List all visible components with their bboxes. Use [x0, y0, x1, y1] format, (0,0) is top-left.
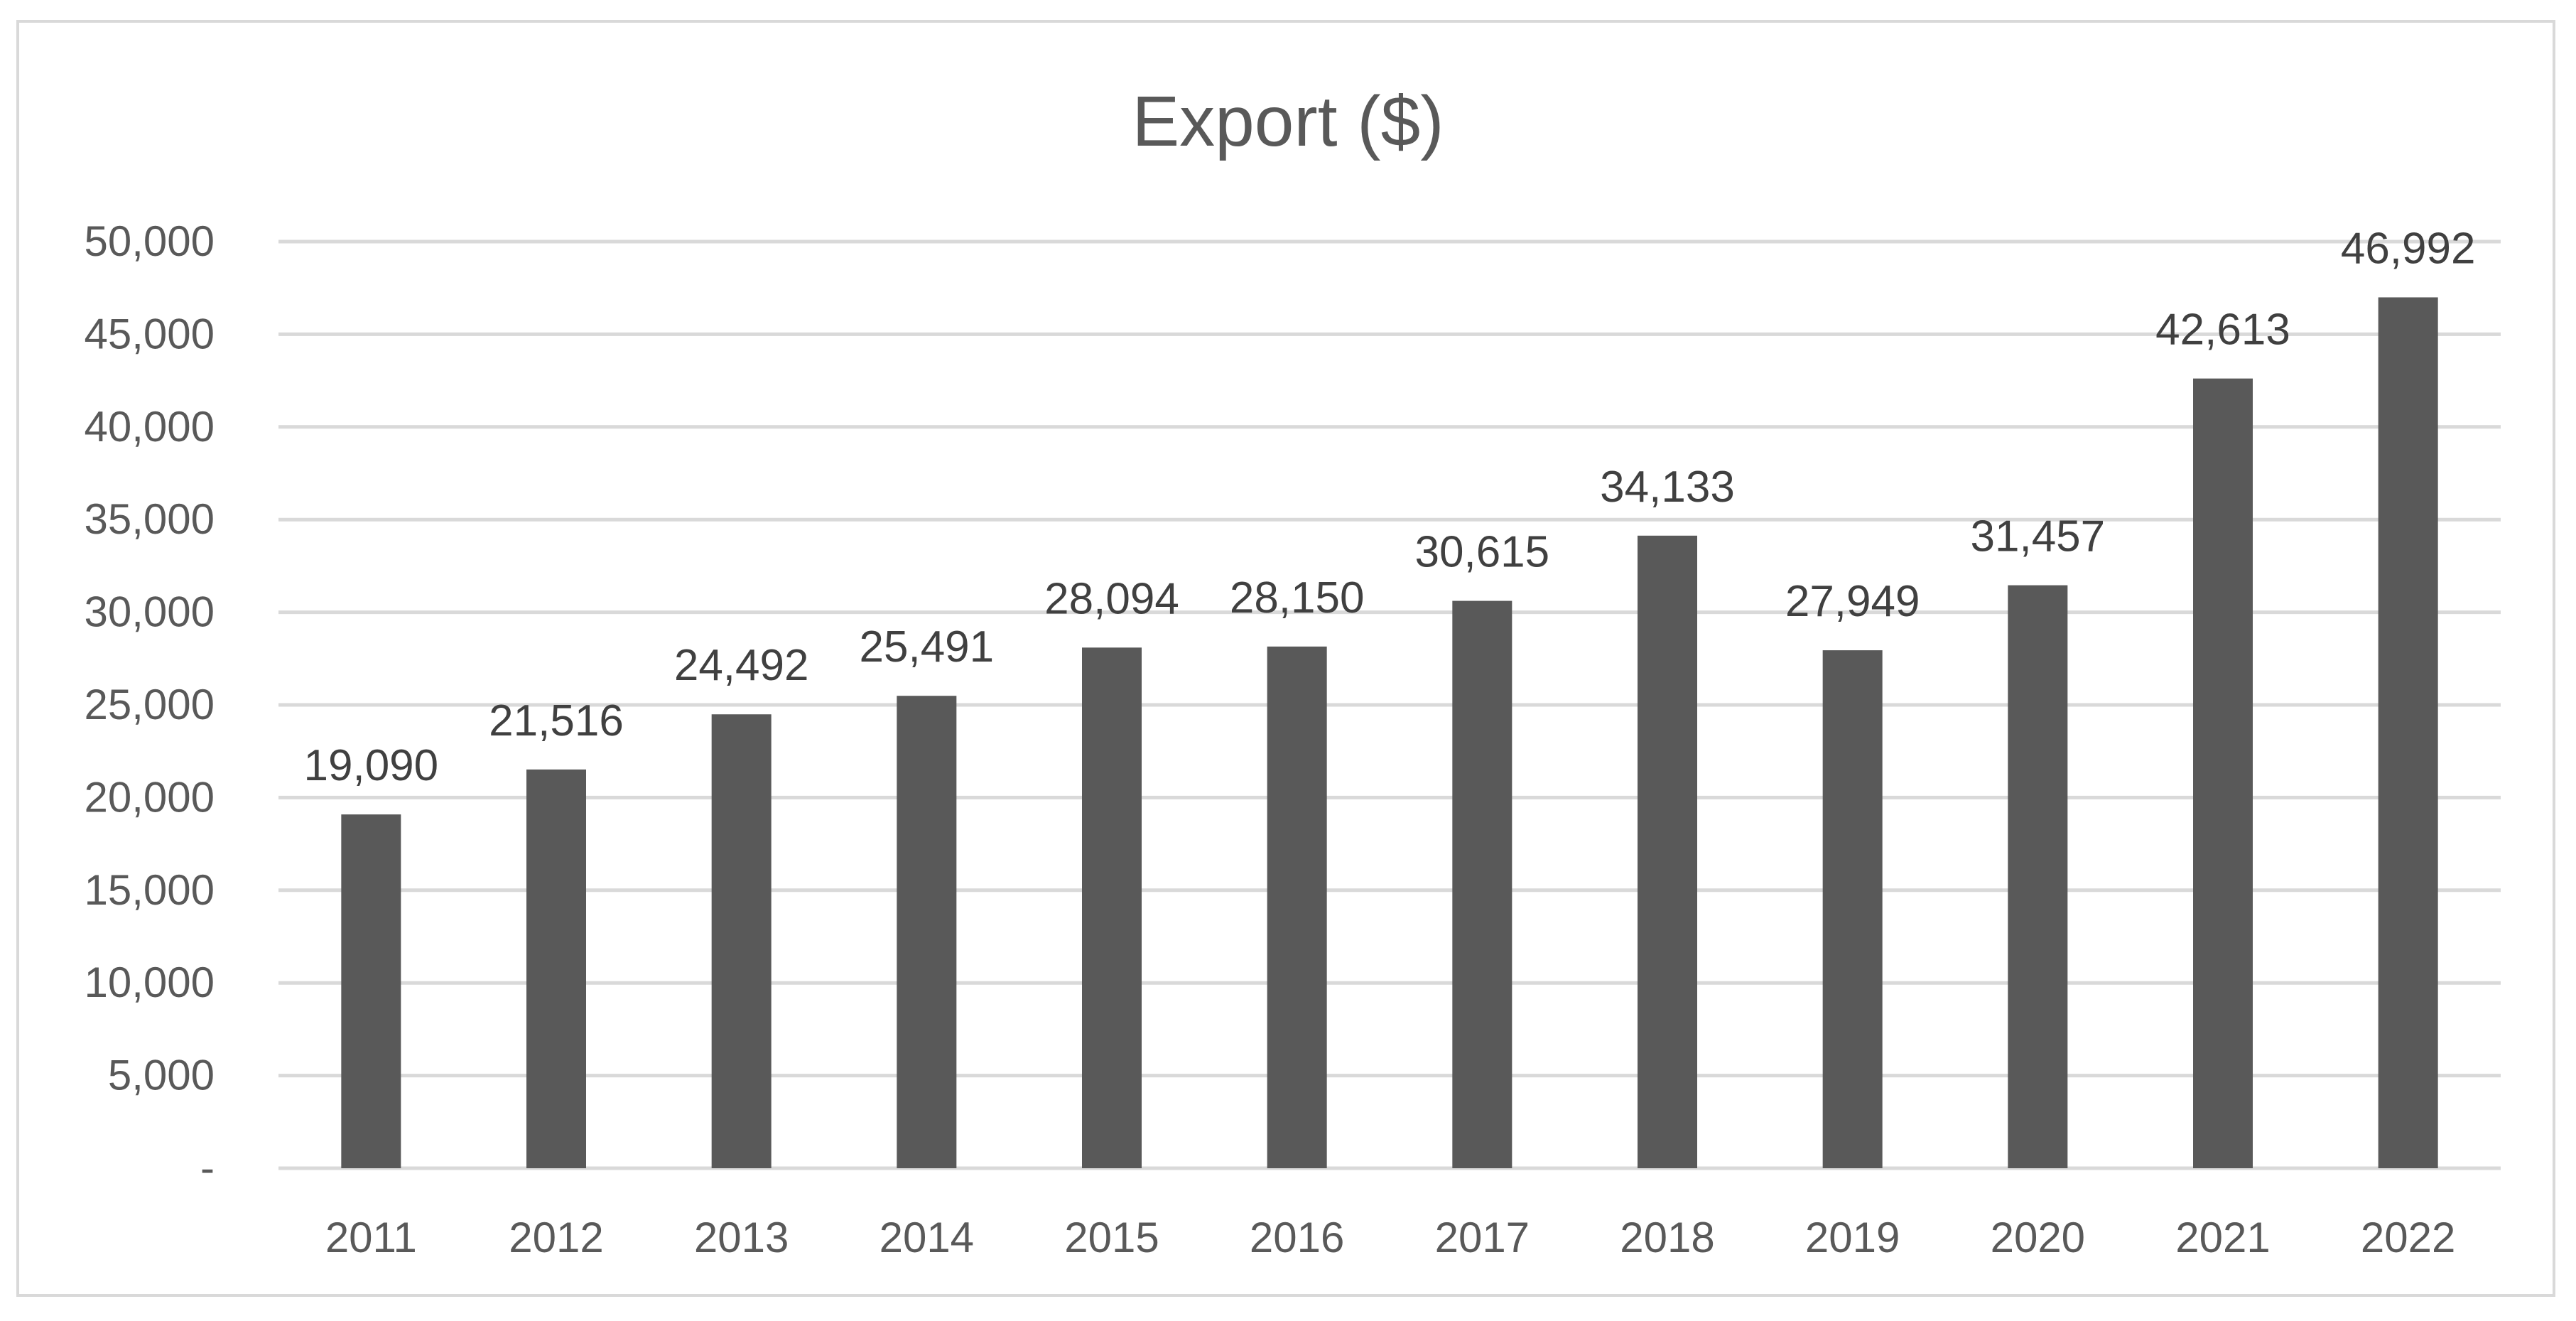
y-tick-label: 20,000: [84, 773, 215, 821]
bar-2015: [1082, 647, 1142, 1168]
data-label: 31,457: [1971, 512, 2106, 561]
x-tick-label: 2011: [325, 1214, 417, 1261]
y-axis-tick-labels: - 5,000 10,000 15,000 20,000 25,000 30,000 35,0…: [84, 217, 215, 1192]
data-label: 28,150: [1230, 573, 1365, 622]
data-label: 42,613: [2155, 306, 2290, 355]
x-tick-label: 2012: [509, 1214, 603, 1261]
data-labels: 19,090 21,516 24,492 25,491 28,094 28,150 30,6…: [304, 224, 2476, 790]
x-tick-label: 2015: [1064, 1214, 1159, 1261]
y-tick-label: 40,000: [84, 403, 215, 451]
x-tick-label: 2022: [2361, 1214, 2455, 1261]
bar-2016: [1267, 646, 1327, 1168]
bar-2017: [1452, 600, 1512, 1168]
data-label: 21,516: [489, 696, 624, 745]
data-label: 24,492: [674, 641, 809, 690]
data-label: 30,615: [1415, 528, 1550, 577]
data-label: 19,090: [304, 741, 439, 790]
bar-2018: [1638, 535, 1697, 1168]
chart-title: Export ($): [1132, 82, 1444, 161]
bar-2011: [341, 814, 401, 1168]
bar-2022: [2378, 297, 2438, 1169]
y-tick-label: -: [200, 1144, 215, 1192]
y-tick-label: 10,000: [84, 959, 215, 1006]
x-tick-label: 2020: [1991, 1214, 2085, 1261]
data-label: 25,491: [860, 622, 995, 672]
data-label: 46,992: [2341, 224, 2476, 273]
y-tick-label: 35,000: [84, 495, 215, 543]
x-tick-label: 2014: [880, 1214, 974, 1261]
y-tick-label: 25,000: [84, 681, 215, 728]
y-tick-label: 50,000: [84, 217, 215, 265]
data-label: 34,133: [1600, 463, 1735, 512]
x-tick-label: 2021: [2175, 1214, 2270, 1261]
y-tick-label: 30,000: [84, 588, 215, 636]
x-tick-label: 2018: [1620, 1214, 1714, 1261]
bar-2014: [897, 696, 957, 1168]
data-label: 28,094: [1044, 574, 1179, 623]
x-tick-label: 2017: [1435, 1214, 1530, 1261]
data-label: 27,949: [1785, 577, 1920, 626]
x-tick-label: 2019: [1805, 1214, 1900, 1261]
y-tick-label: 45,000: [84, 310, 215, 357]
bar-2020: [2008, 585, 2068, 1168]
bar-2013: [711, 714, 772, 1168]
bar-2019: [1822, 650, 1883, 1168]
gridlines: [278, 239, 2501, 1170]
y-tick-label: 5,000: [108, 1052, 215, 1099]
x-tick-label: 2016: [1250, 1214, 1344, 1261]
bars: [341, 297, 2438, 1169]
bar-2012: [526, 769, 586, 1168]
x-tick-label: 2013: [694, 1214, 789, 1261]
x-axis-tick-labels: 2011 2012 2013 2014 2015 2016 2017 2018 2019 2020…: [325, 1214, 2456, 1261]
bar-2021: [2193, 378, 2253, 1168]
y-tick-label: 15,000: [84, 866, 215, 914]
